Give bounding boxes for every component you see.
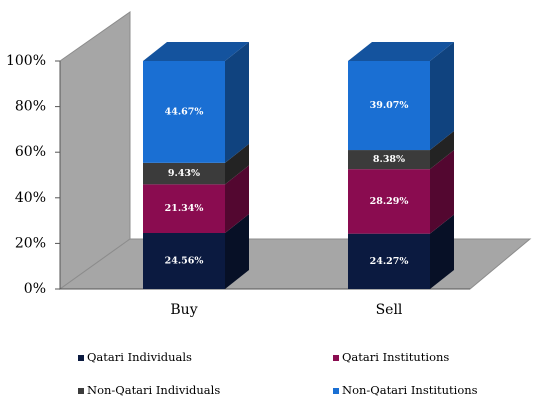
value-label: 24.27% [370,256,409,267]
legend-swatch [78,388,84,394]
bar-side [225,165,249,234]
legend-swatch [333,388,339,394]
legend-label: Non-Qatari Institutions [342,383,478,397]
x-tick-label: Buy [170,302,197,318]
y-tick-label: 60% [15,144,46,160]
bar-top [143,42,249,61]
bar [348,150,430,170]
value-label: 24.56% [165,256,204,267]
bar [348,233,430,289]
bar-side [430,214,454,289]
bar-side [225,42,249,163]
bar [143,233,225,289]
value-label: 39.07% [370,100,409,111]
x-tick-label: Sell [376,302,403,318]
y-tick-label: 0% [24,281,46,297]
legend-label: Qatari Individuals [87,350,192,364]
bar [143,184,225,234]
bar-side [225,214,249,289]
value-label: 28.29% [370,196,409,207]
legend-label: Qatari Institutions [342,350,449,364]
bar-side [430,150,454,234]
bar [348,60,430,151]
bar-side [225,143,249,185]
bar-side [430,41,454,151]
bar [143,61,225,163]
bar-top [348,41,454,61]
legend-swatch [78,355,84,361]
bar-side [430,131,454,170]
value-label: 8.38% [373,154,405,165]
floor [58,238,532,290]
value-label: 9.43% [168,168,200,179]
bar [348,169,430,234]
value-label: 21.34% [165,203,204,214]
y-tick-label: 40% [15,190,46,206]
y-tick-label: 80% [15,99,46,115]
value-label: 44.67% [165,106,204,117]
bar [143,162,225,185]
y-tick-label: 20% [15,235,46,251]
y-tick-label: 100% [6,53,46,69]
legend-swatch [333,355,339,361]
legend-label: Non-Qatari Individuals [87,383,220,397]
